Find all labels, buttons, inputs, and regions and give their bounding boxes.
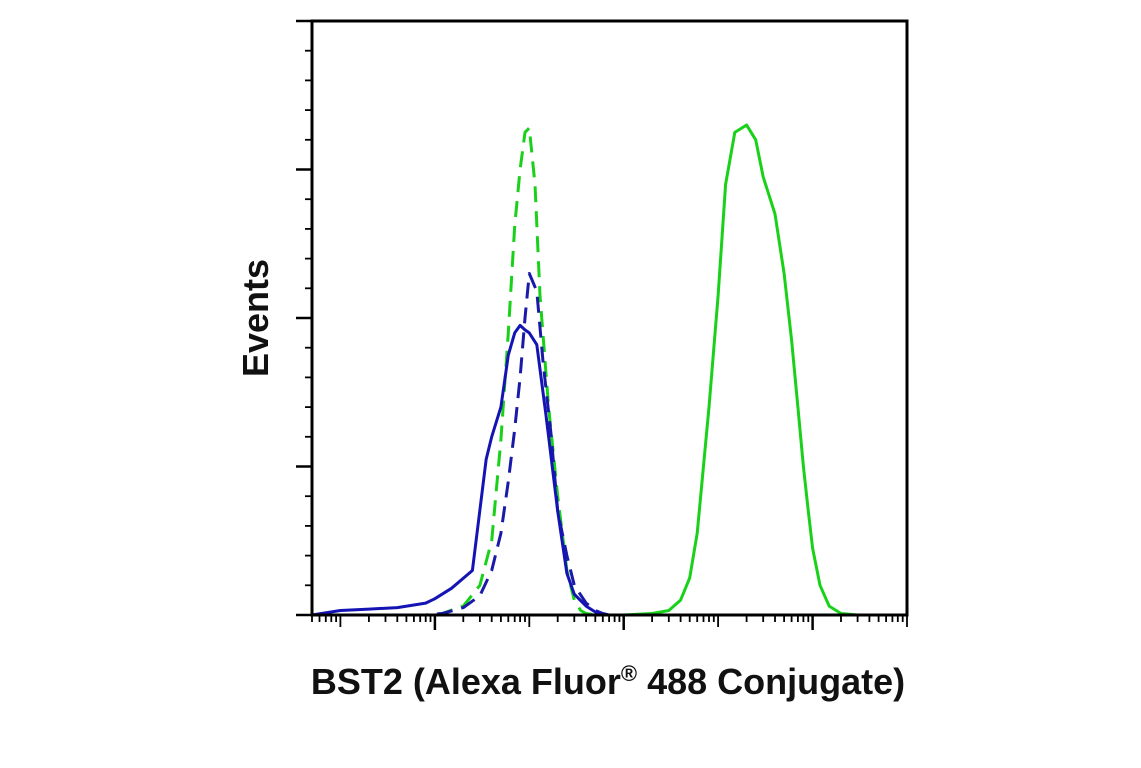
series-curve-1: [312, 126, 907, 617]
x-axis-title-tail: 488 Conjugate): [637, 661, 905, 702]
x-axis-title: BST2 (Alexa Fluor® 488 Conjugate): [311, 661, 905, 702]
y-axis-title: Events: [235, 259, 276, 377]
series-curve-2: [312, 272, 907, 617]
histogram-curves: [311, 123, 907, 617]
y-axis-ticks: [296, 19, 312, 617]
series-curve-3: [311, 323, 907, 617]
x-axis-ticks: [311, 615, 908, 630]
plot-frame: [310, 19, 909, 617]
series-curve-4: [312, 123, 907, 617]
x-axis-title-main: BST2 (Alexa Fluor: [311, 661, 621, 702]
x-axis-title-registered: ®: [621, 661, 637, 686]
